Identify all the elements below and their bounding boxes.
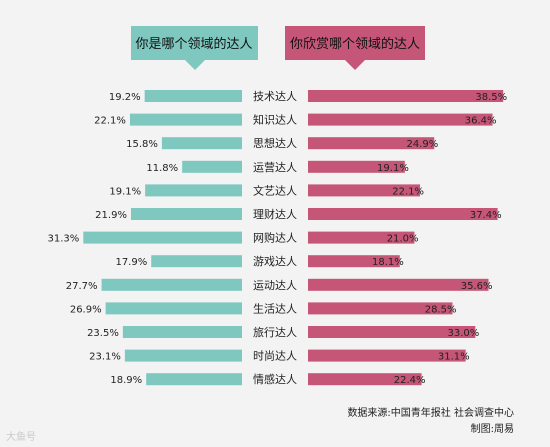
category-label: 旅行达人 [253,325,297,339]
right-value-label: 28.5% [425,304,457,315]
right-bar [308,373,422,386]
right-value-label: 19.1% [377,163,409,174]
category-label: 生活达人 [253,301,297,315]
category-label: 文艺达人 [253,183,297,197]
right-value-label: 18.1% [372,257,404,268]
left-value-label: 23.1% [89,352,121,363]
right-bar [308,184,421,197]
category-label: 运动达人 [253,279,297,292]
left-value-label: 31.3% [48,234,80,245]
left-value-label: 19.2% [109,92,141,103]
right-value-label: 24.9% [406,139,438,150]
right-header: 你欣赏哪个领域的达人 [285,26,425,70]
right-bar [308,90,504,102]
category-label: 理财达人 [253,207,297,221]
left-bar [161,137,242,150]
category-label: 情感达人 [253,373,297,386]
bar-rows: 技术达人 19.2% 38.5% 知识达人 22.1% 36.4% 思想达人 15.8% 24.… [48,90,507,386]
left-value-label: 26.9% [70,304,102,315]
right-value-label: 33.0% [448,328,480,339]
category-label: 时尚达人 [253,349,297,363]
left-bar [182,160,242,173]
right-bar [308,137,435,150]
left-value-label: 19.1% [109,186,141,197]
credit-note: 制图:周易 [470,424,514,435]
category-label: 网购达人 [253,231,297,245]
left-bar [101,278,242,291]
left-header-title: 你是哪个领域的达人 [135,36,252,52]
right-bar [308,255,400,268]
right-value-label: 37.4% [470,210,502,221]
right-value-label: 22.1% [392,186,424,197]
left-value-label: 18.9% [110,375,142,386]
left-header: 你是哪个领域的达人 [131,26,258,70]
left-bar [144,90,242,102]
left-bar [129,113,242,126]
left-bar [130,208,242,220]
left-value-label: 17.9% [115,257,147,268]
category-label: 技术达人 [253,90,297,103]
left-bar [145,184,242,197]
category-label: 思想达人 [253,136,297,150]
left-value-label: 23.5% [87,328,119,339]
left-value-label: 21.9% [95,210,127,221]
right-value-label: 36.4% [465,116,497,127]
right-value-label: 21.0% [387,234,419,245]
left-bar [122,326,242,338]
left-bar [151,255,242,268]
right-bar [308,302,453,315]
right-bar [308,349,466,362]
left-value-label: 27.7% [66,281,98,292]
right-bar [308,278,489,291]
right-bar [308,208,498,220]
left-bar [146,373,242,386]
left-value-label: 11.8% [146,163,178,174]
left-bar [105,302,242,315]
category-label: 游戏达人 [253,255,297,268]
right-bar [308,113,493,126]
right-bar [308,160,405,173]
right-value-label: 22.4% [394,375,426,386]
right-value-label: 35.6% [461,281,493,292]
watermark: 大鱼号 [6,432,36,443]
left-value-label: 22.1% [94,116,126,127]
right-value-label: 38.5% [475,92,507,103]
right-header-title: 你欣赏哪个领域的达人 [290,36,420,52]
left-bar [124,349,242,362]
right-bar [308,326,476,338]
category-label: 运营达人 [253,160,297,174]
category-label: 知识达人 [253,113,297,127]
right-bar [308,231,415,244]
left-value-label: 15.8% [126,139,158,150]
source-note: 数据来源:中国青年报社 社会调查中心 [347,408,514,419]
left-bar [83,231,243,244]
right-value-label: 31.1% [438,352,470,363]
